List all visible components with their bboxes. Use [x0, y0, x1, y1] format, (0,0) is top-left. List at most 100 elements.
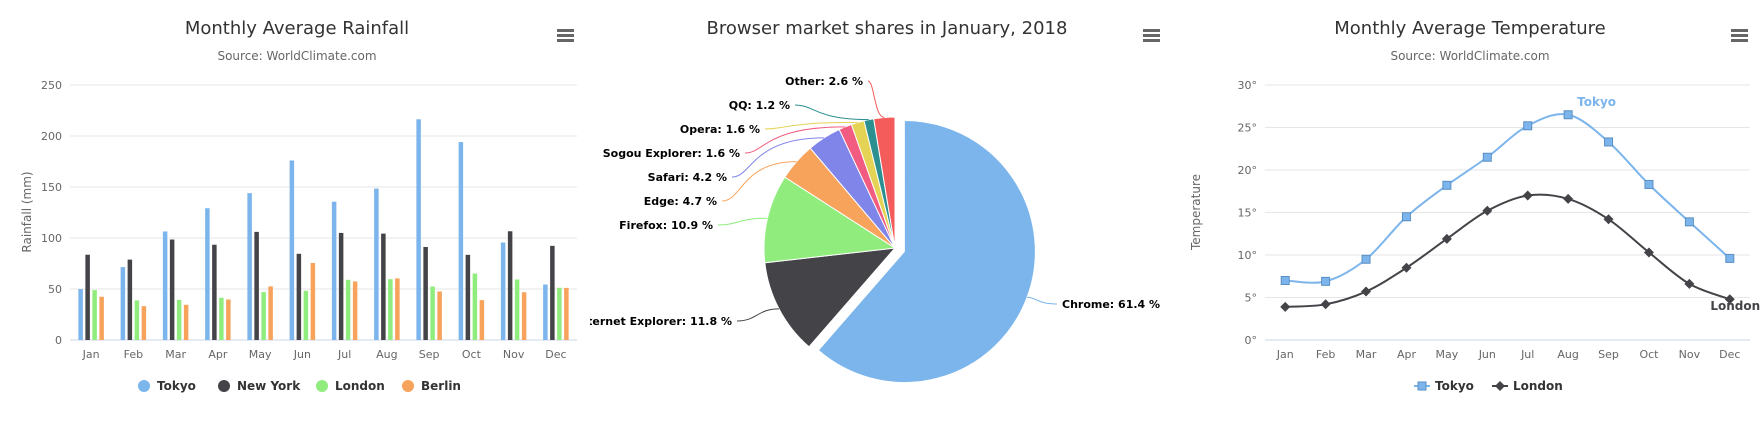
point-london[interactable] — [1522, 190, 1533, 201]
point-tokyo[interactable] — [1684, 217, 1694, 227]
bar-london[interactable] — [514, 279, 520, 340]
bar-berlin[interactable] — [564, 287, 569, 340]
bar-london[interactable] — [303, 290, 309, 340]
y-tick-label: 10° — [1238, 249, 1258, 262]
bar-new-york[interactable] — [550, 245, 555, 340]
legend-label: New York — [237, 379, 301, 393]
x-tick-label: May — [249, 348, 272, 361]
bar-new-york[interactable] — [507, 231, 513, 340]
bar-london[interactable] — [430, 286, 435, 340]
x-tick-label: Jun — [1478, 348, 1496, 361]
point-london[interactable] — [1603, 214, 1614, 225]
pie-slice-other[interactable] — [873, 116, 896, 249]
menu-button[interactable] — [1729, 25, 1751, 45]
legend-item-tokyo[interactable]: Tokyo — [138, 379, 196, 393]
bar-berlin[interactable] — [521, 292, 527, 340]
point-tokyo[interactable] — [1321, 276, 1331, 286]
point-london[interactable] — [1320, 299, 1331, 310]
point-tokyo[interactable] — [1523, 121, 1533, 131]
y-tick-label: 50 — [48, 283, 62, 296]
series-line-tokyo[interactable] — [1285, 113, 1731, 284]
point-london[interactable] — [1724, 294, 1735, 305]
pie-slice-chrome[interactable] — [817, 120, 1036, 383]
bar-tokyo[interactable] — [543, 284, 548, 340]
point-london[interactable] — [1482, 205, 1493, 216]
bar-new-york[interactable] — [85, 254, 90, 340]
point-tokyo[interactable] — [1604, 137, 1614, 147]
point-london[interactable] — [1401, 262, 1412, 273]
bar-berlin[interactable] — [352, 281, 358, 340]
point-tokyo[interactable] — [1563, 110, 1573, 120]
bar-new-york[interactable] — [465, 254, 471, 340]
bar-tokyo[interactable] — [331, 201, 337, 340]
point-tokyo[interactable] — [1644, 179, 1654, 189]
point-tokyo[interactable] — [1725, 253, 1735, 263]
bar-tokyo[interactable] — [500, 242, 506, 340]
bar-berlin[interactable] — [183, 304, 189, 340]
point-london[interactable] — [1684, 278, 1695, 289]
bar-tokyo[interactable] — [247, 193, 252, 340]
bar-new-york[interactable] — [381, 233, 386, 340]
bar-berlin[interactable] — [395, 278, 400, 340]
point-london[interactable] — [1441, 233, 1452, 244]
bar-berlin[interactable] — [141, 306, 147, 340]
bar-london[interactable] — [472, 273, 478, 340]
connector-line — [1027, 296, 1058, 305]
bar-tokyo[interactable] — [374, 188, 379, 340]
point-tokyo[interactable] — [1280, 276, 1290, 285]
pie-slice-internet-explorer[interactable] — [764, 247, 897, 348]
bar-london[interactable] — [345, 279, 351, 340]
legend-item-tokyo[interactable]: Tokyo — [1414, 379, 1474, 393]
point-tokyo[interactable] — [1482, 152, 1492, 162]
point-london[interactable] — [1643, 247, 1654, 258]
bar-london[interactable] — [557, 287, 562, 340]
hamburger-menu-icon — [1731, 29, 1748, 42]
bar-berlin[interactable] — [310, 262, 316, 340]
point-london[interactable] — [1563, 193, 1574, 204]
x-tick-label: Dec — [545, 348, 566, 361]
series-line-london[interactable] — [1285, 193, 1731, 308]
bar-berlin[interactable] — [437, 291, 442, 340]
bar-london[interactable] — [261, 292, 266, 340]
point-tokyo[interactable] — [1401, 212, 1411, 222]
bar-berlin[interactable] — [226, 299, 231, 340]
bar-london[interactable] — [134, 300, 140, 340]
bar-tokyo[interactable] — [416, 119, 421, 340]
legend-item-berlin[interactable]: Berlin — [402, 379, 461, 393]
legend-item-new-york[interactable]: New York — [218, 379, 301, 393]
point-london[interactable] — [1280, 301, 1291, 312]
bar-tokyo[interactable] — [289, 160, 295, 340]
bar-new-york[interactable] — [423, 246, 428, 340]
data-label-other: Other: 2.6 % — [785, 75, 863, 88]
bar-new-york[interactable] — [296, 253, 302, 340]
point-tokyo[interactable] — [1361, 254, 1371, 264]
bar-new-york[interactable] — [212, 244, 217, 340]
data-label-sogou-explorer: Sogou Explorer: 1.6 % — [603, 147, 740, 160]
menu-button[interactable] — [555, 25, 577, 45]
bar-tokyo[interactable] — [205, 208, 210, 340]
bar-new-york[interactable] — [254, 231, 259, 340]
temperature-subtitle: Source: WorldClimate.com — [1390, 49, 1549, 63]
bar-london[interactable] — [176, 299, 182, 340]
bar-tokyo[interactable] — [162, 231, 168, 340]
bar-berlin[interactable] — [268, 286, 273, 340]
x-tick-label: Feb — [1316, 348, 1335, 361]
bar-berlin[interactable] — [479, 300, 485, 340]
bar-berlin[interactable] — [99, 296, 104, 340]
legend-item-london[interactable]: London — [316, 379, 385, 393]
bar-new-york[interactable] — [169, 239, 175, 340]
bar-new-york[interactable] — [127, 259, 133, 340]
bar-tokyo[interactable] — [78, 289, 83, 340]
bar-tokyo[interactable] — [458, 142, 464, 340]
bar-new-york[interactable] — [338, 232, 344, 340]
point-tokyo[interactable] — [1442, 180, 1452, 190]
point-london[interactable] — [1361, 286, 1372, 297]
menu-button[interactable] — [1141, 25, 1163, 45]
bar-london[interactable] — [219, 297, 224, 340]
bar-london[interactable] — [388, 279, 393, 340]
bar-london[interactable] — [92, 290, 97, 340]
x-tick-label: Apr — [208, 348, 228, 361]
legend-item-london[interactable]: London — [1492, 379, 1563, 393]
legend-symbol — [1495, 381, 1505, 391]
bar-tokyo[interactable] — [120, 267, 126, 340]
